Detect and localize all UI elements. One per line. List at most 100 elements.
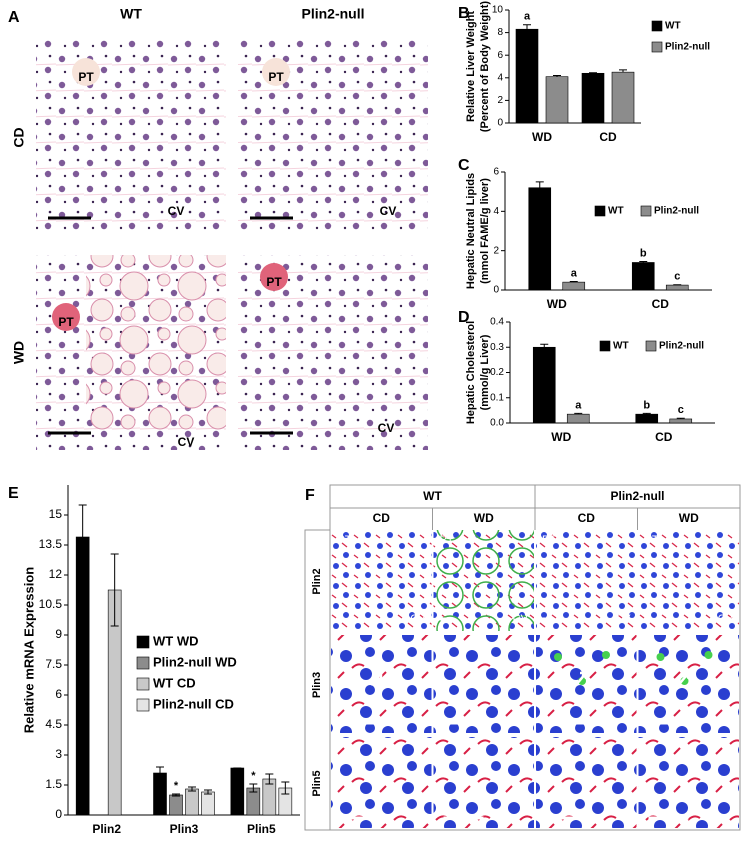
bar	[185, 788, 199, 816]
row-header: Plin5	[311, 770, 323, 796]
error-bar	[281, 781, 290, 795]
image-label: PT	[78, 70, 94, 84]
error-bar	[589, 72, 597, 74]
y-tick-label: 13.5	[39, 537, 63, 551]
legend-label: WT	[608, 206, 624, 217]
fluorescence-image	[536, 530, 637, 631]
y-tick-label: 15	[49, 507, 63, 521]
arrow	[370, 671, 383, 686]
x-tick-label: WD	[551, 430, 571, 444]
y-tick-label: 0	[55, 807, 62, 821]
y-tick-label: 7.5	[45, 657, 62, 671]
significance-label: *	[251, 770, 256, 782]
fluorescence-image	[331, 737, 432, 828]
error-bar	[535, 181, 544, 188]
fluorescence-image	[536, 635, 637, 733]
x-tick-label: Plin2	[92, 822, 121, 836]
image-label: RT	[337, 534, 352, 546]
significance-label: a	[575, 399, 582, 411]
error-bar	[172, 793, 180, 797]
y-tick-label: 0.3	[490, 342, 504, 353]
error-bar	[156, 766, 164, 780]
bar	[669, 418, 693, 424]
y-tick-label: 10	[492, 5, 504, 16]
panel-letter: D	[458, 309, 470, 326]
y-tick-label: 0.1	[490, 392, 504, 403]
legend-label: WT CD	[153, 675, 196, 690]
significance-label: c	[674, 271, 680, 283]
y-axis-label: Hepatic Neutral Lipids	[465, 173, 477, 289]
bar	[75, 536, 90, 816]
y-tick-label: 0.0	[490, 418, 504, 429]
panel-letter: F	[305, 487, 315, 504]
error-bar	[110, 553, 119, 627]
y-tick-label: 0.2	[490, 367, 504, 378]
row-header: Plin2	[311, 568, 323, 594]
significance-label: a	[571, 267, 578, 279]
green-droplet	[602, 651, 610, 659]
y-tick-label: 4	[493, 206, 499, 217]
bar	[581, 72, 605, 124]
image-label: PT	[58, 315, 74, 329]
panel-letter: C	[458, 157, 470, 174]
image-label: PT	[268, 70, 284, 84]
row-header: Plin3	[311, 672, 323, 698]
y-tick-label: 0	[497, 118, 503, 129]
legend-swatch	[594, 205, 606, 217]
legend-label: WT WD	[153, 633, 198, 648]
error-bar	[204, 789, 212, 795]
legend-swatch	[136, 677, 150, 691]
vessel	[52, 303, 80, 331]
y-tick-label: 6	[497, 50, 503, 61]
bar	[665, 284, 689, 291]
column-header: CD	[373, 511, 391, 525]
row-header: CD	[11, 127, 27, 147]
group-header: Plin2-null	[611, 489, 665, 503]
histology-image	[36, 40, 226, 235]
arrow	[575, 671, 588, 686]
image-label: CV	[513, 613, 529, 625]
column-header: Plin2-null	[302, 6, 365, 22]
image-label: CV	[378, 421, 395, 435]
significance-label: b	[643, 399, 650, 411]
bar	[230, 767, 245, 816]
fluorescence-image	[638, 737, 739, 828]
y-axis-label: Hepatic Cholesterol	[465, 321, 477, 424]
y-axis-label: (Percent of Body Weight)	[479, 1, 491, 133]
y-axis-label: (mmol FAME/g liver)	[479, 178, 491, 284]
error-bar	[642, 412, 651, 415]
image-label: CV	[410, 613, 426, 625]
bar	[169, 794, 183, 816]
image-label: PT	[440, 534, 454, 546]
fluorescence-image	[536, 737, 637, 828]
fluorescence-image	[433, 737, 534, 828]
image-label: CV	[718, 613, 734, 625]
legend-swatch	[136, 656, 150, 670]
error-bar	[188, 786, 196, 792]
image-label: CV	[615, 613, 631, 625]
error-bar	[553, 75, 561, 77]
y-tick-label: 0.4	[490, 317, 504, 328]
fluorescence-image	[638, 635, 739, 733]
legend-label: Plin2-null WD	[153, 654, 237, 669]
image-label: PT	[542, 534, 556, 546]
y-tick-label: 6	[55, 687, 62, 701]
legend-swatch	[651, 20, 663, 32]
y-axis-label: Relative Liver Weight	[465, 11, 477, 122]
legend-swatch	[136, 698, 150, 712]
y-tick-label: 1.5	[45, 777, 62, 791]
image-label: CV	[168, 204, 185, 218]
green-droplet	[656, 653, 665, 661]
y-tick-label: 9	[55, 627, 62, 641]
bar	[566, 413, 590, 424]
error-bar	[639, 260, 648, 263]
y-tick-label: 4.5	[45, 717, 62, 731]
x-tick-label: CD	[652, 297, 670, 311]
vessel	[262, 58, 290, 86]
column-header: WD	[679, 511, 699, 525]
bar	[515, 28, 539, 124]
y-tick-label: 10.5	[39, 597, 63, 611]
image-label: CV	[380, 204, 397, 218]
